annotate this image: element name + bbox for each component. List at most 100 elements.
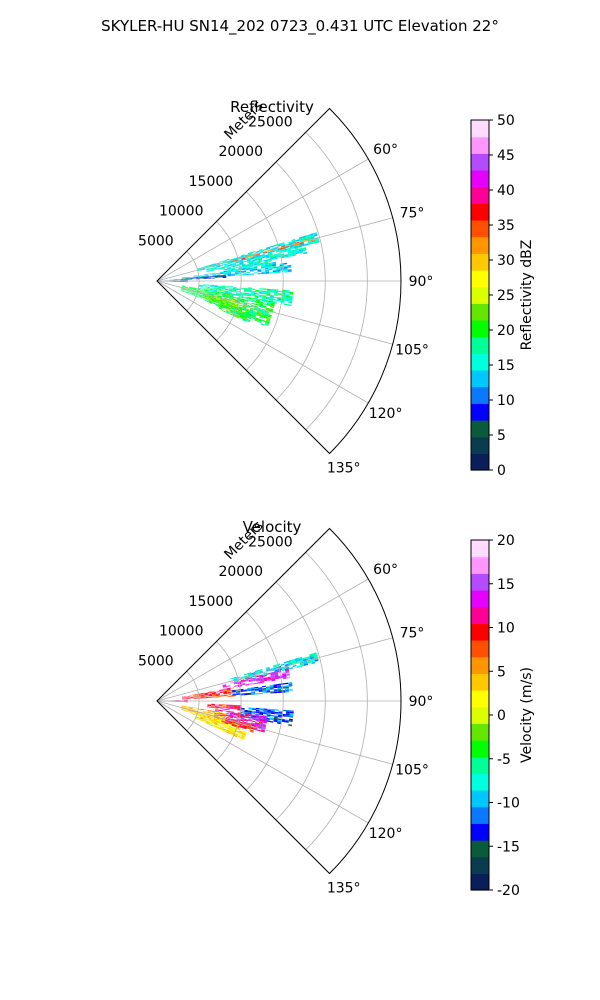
echo-cell (203, 712, 208, 714)
echo-cell (291, 660, 296, 663)
echo-cell (283, 250, 288, 253)
echo-cell (289, 713, 294, 715)
echo-cell (222, 294, 227, 297)
echo-cell (189, 707, 193, 709)
echo-cell (184, 709, 189, 712)
echo-cell (262, 297, 266, 299)
echo-cell (303, 661, 308, 665)
echo-cell (252, 299, 256, 302)
echo-cell (228, 290, 233, 292)
echo-cell (208, 695, 213, 697)
echo-cell (225, 311, 229, 314)
echo-cell (250, 273, 254, 275)
echo-cell (227, 271, 231, 273)
echo-cell (211, 711, 216, 713)
echo-cell (218, 307, 223, 310)
echo-cell (284, 270, 288, 273)
echo-cell (188, 708, 193, 710)
echo-cell (242, 273, 247, 275)
echo-cell (224, 291, 229, 293)
echo-cell (217, 722, 222, 725)
echo-cell (283, 268, 288, 270)
colorbar-tick-label: -15 (497, 839, 520, 855)
echo-cell (244, 254, 249, 257)
range-tick-label: 5000 (138, 233, 174, 249)
echo-cell (251, 689, 255, 691)
echo-cell (247, 260, 251, 263)
echo-cell (258, 670, 263, 673)
echo-cell (251, 290, 256, 292)
echo-cell (208, 298, 213, 300)
echo-cell (257, 269, 262, 272)
echo-cell (270, 290, 275, 292)
echo-cell (195, 718, 199, 720)
echo-cell (188, 290, 193, 292)
echo-cell (248, 314, 253, 317)
echo-cell (232, 694, 237, 696)
echo-cell (299, 662, 304, 666)
echo-cell (277, 298, 282, 301)
echo-cell (229, 295, 234, 297)
echo-cell (248, 711, 252, 713)
echo-cell (218, 715, 223, 717)
echo-cell (225, 718, 230, 720)
echo-cell (237, 714, 242, 717)
echo-cell (193, 698, 198, 699)
echo-cell (208, 696, 213, 698)
echo-cell (216, 695, 220, 697)
echo-cell (181, 286, 186, 288)
echo-cell (222, 296, 226, 298)
echo-cell (242, 265, 246, 268)
echo-cell (238, 731, 243, 734)
echo-cell (218, 722, 222, 724)
echo-cell (285, 689, 290, 692)
echo-cell (215, 304, 220, 307)
echo-cell (252, 312, 257, 316)
echo-cell (193, 694, 197, 696)
colorbar-segment (471, 823, 489, 841)
echo-cell (263, 288, 267, 290)
echo-cell (211, 716, 216, 719)
echo-cell (203, 293, 207, 296)
echo-cell (200, 692, 205, 694)
echo-cell (226, 266, 231, 269)
echo-cell (282, 674, 287, 677)
echo-cell (251, 261, 255, 263)
echo-cell (231, 269, 235, 271)
echo-cell (215, 300, 220, 303)
echo-cell (262, 296, 267, 298)
echo-cell (288, 684, 293, 687)
echo-cell (230, 704, 234, 706)
colorbar-segment (471, 590, 489, 608)
echo-cell (267, 258, 272, 261)
echo-cell (269, 296, 274, 298)
echo-cell (289, 689, 293, 691)
echo-cell (209, 722, 214, 725)
echo-cell (259, 676, 264, 679)
echo-cell (204, 300, 209, 303)
echo-cell (199, 716, 204, 719)
echo-cell (236, 727, 240, 730)
echo-cell (254, 307, 258, 310)
echo-cell (263, 719, 268, 722)
echo-cell (310, 239, 315, 242)
echo-cell (240, 707, 245, 709)
echo-cell (233, 712, 238, 714)
echo-cell (269, 272, 273, 274)
echo-cell (287, 304, 292, 307)
echo-cell (283, 248, 288, 251)
echo-cell (224, 726, 229, 729)
echo-cell (231, 306, 236, 309)
echo-cell (202, 716, 206, 719)
echo-cell (220, 264, 225, 266)
echo-cell (259, 712, 264, 714)
echo-cell (289, 710, 294, 712)
echo-cell (265, 270, 269, 272)
echo-cell (284, 254, 289, 257)
echo-cell (245, 264, 250, 266)
echo-cell (188, 290, 192, 293)
echo-cell (186, 698, 190, 700)
echo-cell (193, 707, 197, 709)
echo-cell (214, 285, 218, 287)
echo-cell (223, 695, 228, 697)
